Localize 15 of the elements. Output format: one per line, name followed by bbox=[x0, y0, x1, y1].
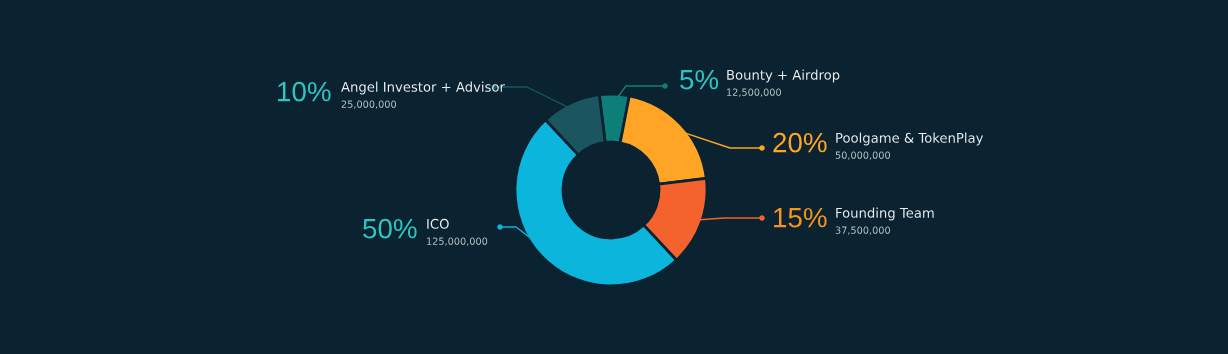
text: 50,000,000 bbox=[835, 151, 891, 160]
text: 37,500,000 bbox=[835, 226, 891, 235]
data-label: 5% bbox=[680, 69, 719, 90]
data-label: 20% bbox=[773, 132, 827, 153]
slice-label: Founding Team bbox=[836, 207, 934, 221]
slice-label: Poolgame & TokenPlay bbox=[836, 132, 984, 146]
data-label: 50% bbox=[363, 218, 417, 239]
slice-label: Bounty + Airdrop bbox=[727, 69, 840, 83]
text: 125,000,000 bbox=[427, 237, 488, 246]
slice-label: ICO bbox=[427, 218, 449, 229]
text: 25,000,000 bbox=[341, 100, 397, 109]
text: 12,500,000 bbox=[727, 88, 782, 97]
data-label: 15% bbox=[774, 207, 827, 228]
slice-label: Angel Investor + Advisor bbox=[341, 81, 505, 95]
data-label: 10% bbox=[278, 81, 331, 102]
